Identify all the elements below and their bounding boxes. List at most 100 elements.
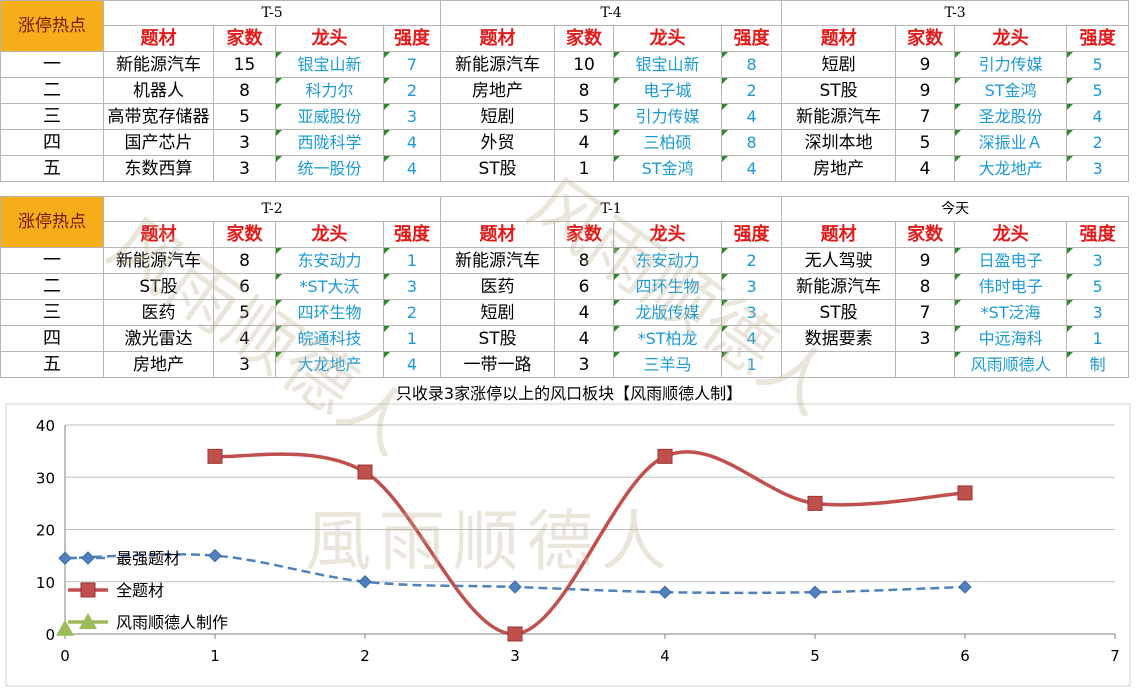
strength-cell: 4 <box>721 103 783 130</box>
legend-label-1: 全题材 <box>116 581 164 600</box>
corner-label: 涨停热点 <box>0 196 104 248</box>
strength-cell: 3 <box>1066 155 1130 182</box>
column-header-theme: 题材 <box>103 25 214 52</box>
column-header-leader: 龙头 <box>275 25 384 52</box>
leader-stock-cell: 大龙地产 <box>275 351 384 378</box>
data-point-all-themes <box>657 448 673 464</box>
data-point-strongest-theme <box>508 580 522 594</box>
leader-stock-cell: 统一股份 <box>275 155 384 182</box>
legend-label-2: 风雨顺德人制作 <box>116 613 228 632</box>
table-row: 五东数西算 3 统一股份 4 ST股 1 ST金鸿 4 房地产 4 大龙地产 3 <box>0 155 1130 182</box>
column-header-count: 家数 <box>895 221 956 248</box>
strength-cell: 1 <box>721 351 783 378</box>
leader-stock-cell: 东安动力 <box>613 247 723 274</box>
column-header-count: 家数 <box>895 25 956 52</box>
x-tick-label: 5 <box>810 647 820 665</box>
leader-stock-cell: 四环生物 <box>613 273 723 300</box>
column-header-strength: 强度 <box>1066 25 1130 52</box>
rank-label: 五 <box>0 155 104 182</box>
theme-cell: 短剧 <box>440 103 556 130</box>
column-header-count: 家数 <box>554 25 615 52</box>
strength-cell: 1 <box>382 325 442 352</box>
x-tick-label: 3 <box>510 647 520 665</box>
strength-cell: 4 <box>721 325 783 352</box>
leader-stock-cell: 深振业Ａ <box>954 129 1068 156</box>
table-row: 三医药 5 四环生物 2 短剧 4 龙版传媒 3 ST股 7 *ST泛海 3 <box>0 299 1130 326</box>
count-cell: 4 <box>895 155 956 182</box>
strength-cell: 5 <box>1066 77 1130 104</box>
strength-cell: 4 <box>382 351 442 378</box>
table-row: 五房地产 3 大龙地产 4 一带一路 3 三羊马 1 风雨顺德人制 <box>0 351 1130 378</box>
count-cell: 8 <box>554 247 615 274</box>
column-header-leader: 龙头 <box>613 25 723 52</box>
leader-stock-cell: 圣龙股份 <box>954 103 1068 130</box>
leader-stock-cell: 三柏硕 <box>613 129 723 156</box>
leader-stock-cell: *ST柏龙 <box>613 325 723 352</box>
data-point-strongest-theme <box>958 580 972 594</box>
theme-cell: 东数西算 <box>103 155 214 182</box>
count-cell <box>895 351 956 378</box>
column-header-theme: 题材 <box>781 221 897 248</box>
y-tick-label: 20 <box>36 522 55 540</box>
leader-stock-cell: *ST大沃 <box>275 273 384 300</box>
theme-cell: 短剧 <box>440 299 556 326</box>
column-header-theme: 题材 <box>440 25 556 52</box>
legend-marker-0 <box>81 551 95 565</box>
legend-marker-2 <box>79 613 97 629</box>
table-row: 三高带宽存储器 5 亚威股份 3 短剧 5 引力传媒 4 新能源汽车 7 圣龙股份 4 <box>0 103 1130 130</box>
strength-cell: 5 <box>1066 51 1130 78</box>
count-cell: 8 <box>213 247 276 274</box>
count-cell: 7 <box>895 299 956 326</box>
strength-cell: 5 <box>1066 273 1130 300</box>
x-tick-label: 0 <box>60 647 70 665</box>
x-tick-label: 2 <box>360 647 370 665</box>
strength-cell: 3 <box>1066 247 1130 274</box>
column-header-count: 家数 <box>213 25 276 52</box>
strength-cell: 1 <box>1066 325 1130 352</box>
x-tick-label: 1 <box>210 647 220 665</box>
data-point-strongest-theme <box>658 585 672 599</box>
strength-cell: 3 <box>382 273 442 300</box>
leader-stock-cell: 风雨顺德人 <box>954 351 1068 378</box>
rank-label: 一 <box>0 51 104 78</box>
leader-stock-cell: 三羊马 <box>613 351 723 378</box>
rank-label: 三 <box>0 103 104 130</box>
theme-cell <box>781 351 897 378</box>
theme-cell: 机器人 <box>103 77 214 104</box>
theme-cell: 国产芯片 <box>103 129 214 156</box>
data-point-strongest-theme <box>58 551 72 565</box>
table-row: 四激光雷达 4 皖通科技 1 ST股 4 *ST柏龙 4 数据要素 3 中远海科 1 <box>0 325 1130 352</box>
data-point-all-themes <box>507 626 523 642</box>
data-point-all-themes <box>207 448 223 464</box>
rank-label: 四 <box>0 325 104 352</box>
leader-stock-cell: 亚威股份 <box>275 103 384 130</box>
period-header-0: T-2 <box>102 196 442 222</box>
strength-cell: 3 <box>721 273 783 300</box>
leader-stock-cell: 四环生物 <box>275 299 384 326</box>
leader-stock-cell: ST金鸿 <box>954 77 1068 104</box>
strength-cell: 8 <box>721 51 783 78</box>
data-point-all-themes <box>357 464 373 480</box>
column-header-strength: 强度 <box>721 25 783 52</box>
hot-topics-table-1: 涨停热点 T-5 T-4 T-3 题材 家数 龙头 强度 题材 家数 龙头 强度 题材 家数 龙头 强度一新能… <box>0 0 1130 182</box>
strength-cell: 4 <box>382 129 442 156</box>
theme-cell: 新能源汽车 <box>103 51 214 78</box>
x-tick-label: 6 <box>960 647 970 665</box>
theme-cell: 高带宽存储器 <box>103 103 214 130</box>
theme-cell: 数据要素 <box>781 325 897 352</box>
hot-topics-table-2: 涨停热点 T-2 T-1 今天 题材 家数 龙头 强度 题材 家数 龙头 强度 题材 家数 龙头 强度一新能源… <box>0 196 1130 378</box>
table-row: 一新能源汽车 15 银宝山新 7 新能源汽车 10 银宝山新 8 短剧 9 引力传媒 5 <box>0 51 1130 78</box>
count-cell: 9 <box>895 77 956 104</box>
strength-cell: 7 <box>382 51 442 78</box>
theme-cell: 一带一路 <box>440 351 556 378</box>
leader-stock-cell: 引力传媒 <box>613 103 723 130</box>
leader-stock-cell: 日盈电子 <box>954 247 1068 274</box>
y-tick-label: 10 <box>36 574 55 592</box>
data-point-credit-series <box>56 619 74 636</box>
corner-label: 涨停热点 <box>0 0 104 52</box>
theme-cell: 新能源汽车 <box>103 247 214 274</box>
y-tick-label: 0 <box>45 626 55 644</box>
column-header-count: 家数 <box>213 221 276 248</box>
strength-cell: 4 <box>721 155 783 182</box>
strength-cell: 8 <box>721 129 783 156</box>
